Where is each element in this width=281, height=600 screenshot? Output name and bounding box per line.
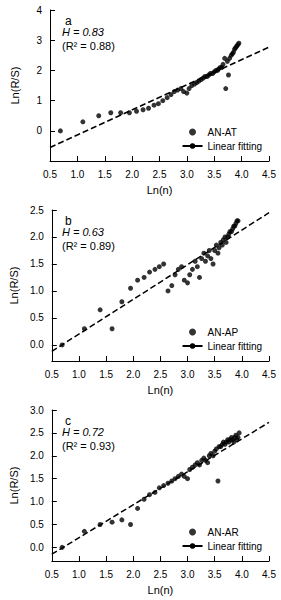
svg-text:2.0: 2.0 [126, 569, 140, 580]
svg-text:4.5: 4.5 [262, 569, 276, 580]
svg-text:0.0: 0.0 [30, 339, 44, 350]
svg-text:Ln(R/S): Ln(R/S) [8, 267, 20, 305]
svg-text:1.0: 1.0 [70, 169, 84, 180]
svg-text:Ln(R/S): Ln(R/S) [9, 67, 21, 105]
svg-text:a: a [65, 14, 72, 28]
svg-text:AN-AT: AN-AT [208, 127, 237, 138]
svg-text:Linear fitting: Linear fitting [208, 541, 262, 552]
svg-text:1.0: 1.0 [72, 569, 86, 580]
svg-text:Ln(n): Ln(n) [148, 584, 174, 596]
svg-text:2.5: 2.5 [30, 427, 44, 438]
svg-text:3.0: 3.0 [180, 169, 194, 180]
svg-text:H = 0.72: H = 0.72 [62, 425, 104, 438]
svg-text:2: 2 [36, 65, 42, 76]
svg-text:3.0: 3.0 [30, 405, 44, 416]
svg-text:1.0: 1.0 [30, 496, 44, 507]
svg-text:4.5: 4.5 [262, 369, 276, 380]
svg-text:0.0: 0.0 [30, 542, 44, 553]
svg-text:3.5: 3.5 [208, 569, 222, 580]
svg-text:2.0: 2.0 [30, 231, 44, 242]
svg-text:Ln(n): Ln(n) [147, 184, 173, 196]
svg-text:1.5: 1.5 [30, 258, 44, 269]
svg-text:(R² = 0.89): (R² = 0.89) [62, 240, 115, 252]
svg-text:0: 0 [36, 125, 42, 136]
svg-text:2.5: 2.5 [153, 569, 167, 580]
svg-text:0.5: 0.5 [30, 519, 44, 530]
svg-text:0.5: 0.5 [30, 312, 44, 323]
svg-text:1.5: 1.5 [99, 569, 113, 580]
svg-text:1.5: 1.5 [99, 369, 113, 380]
svg-text:AN-AR: AN-AR [208, 527, 239, 538]
svg-text:1: 1 [36, 95, 42, 106]
svg-text:0.5: 0.5 [45, 569, 59, 580]
svg-text:2.5: 2.5 [153, 169, 167, 180]
svg-text:3.5: 3.5 [207, 169, 221, 180]
svg-text:4.0: 4.0 [235, 569, 249, 580]
svg-text:2.5: 2.5 [30, 205, 44, 216]
svg-text:2.0: 2.0 [126, 369, 140, 380]
svg-text:c: c [65, 414, 71, 428]
svg-text:4.0: 4.0 [235, 369, 249, 380]
svg-text:AN-AP: AN-AP [208, 327, 239, 338]
svg-text:4.0: 4.0 [235, 169, 249, 180]
svg-text:3.5: 3.5 [208, 369, 222, 380]
svg-text:Ln(R/S): Ln(R/S) [8, 467, 20, 505]
svg-text:2.0: 2.0 [30, 450, 44, 461]
svg-text:3.0: 3.0 [181, 569, 195, 580]
svg-text:(R² = 0.93): (R² = 0.93) [62, 440, 115, 452]
svg-text:1.5: 1.5 [98, 169, 112, 180]
svg-text:H = 0.83: H = 0.83 [62, 25, 104, 38]
svg-text:3.0: 3.0 [181, 369, 195, 380]
svg-text:H = 0.63: H = 0.63 [62, 225, 104, 238]
svg-text:2.0: 2.0 [125, 169, 139, 180]
svg-text:1.0: 1.0 [30, 285, 44, 296]
svg-text:4.5: 4.5 [262, 169, 276, 180]
svg-text:0.5: 0.5 [45, 369, 59, 380]
svg-text:Ln(n): Ln(n) [148, 384, 174, 396]
svg-text:(R² = 0.88): (R² = 0.88) [62, 40, 115, 52]
svg-text:4: 4 [36, 5, 42, 16]
svg-text:b: b [65, 214, 72, 228]
svg-text:0.5: 0.5 [43, 169, 57, 180]
svg-text:2.5: 2.5 [153, 369, 167, 380]
svg-text:1.0: 1.0 [72, 369, 86, 380]
svg-text:Linear fitting: Linear fitting [208, 341, 262, 352]
svg-text:3: 3 [36, 35, 42, 46]
svg-text:Linear fitting: Linear fitting [208, 141, 262, 152]
svg-text:1.5: 1.5 [30, 473, 44, 484]
